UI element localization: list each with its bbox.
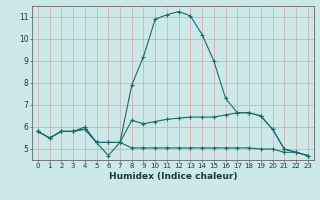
X-axis label: Humidex (Indice chaleur): Humidex (Indice chaleur) — [108, 172, 237, 181]
